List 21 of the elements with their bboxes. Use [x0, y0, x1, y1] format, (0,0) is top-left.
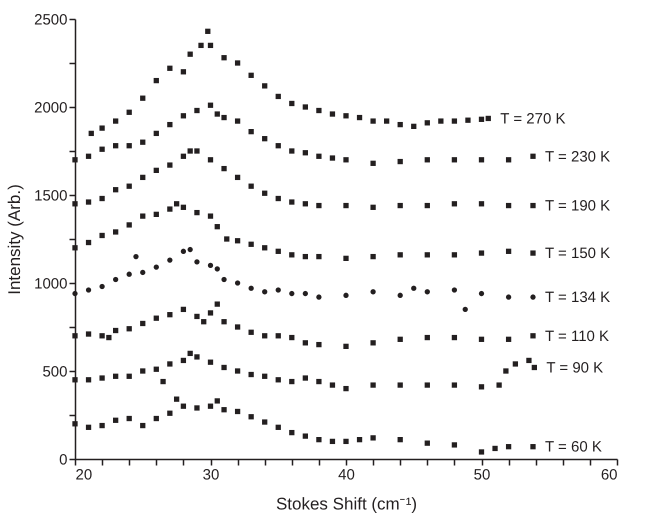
series-label: T = 110 K — [544, 328, 610, 345]
y-tick-label: 1500 — [34, 188, 68, 204]
y-tick-label: 1000 — [34, 276, 68, 292]
series-label: T = 134 K — [544, 289, 610, 306]
x-tick-label: 30 — [202, 466, 220, 484]
x-axis-title: Stokes Shift (cm⁻¹) — [276, 494, 418, 514]
series-label: T = 60 K — [544, 438, 602, 456]
x-tick-label: 20 — [76, 466, 92, 484]
series-label: T = 230 K — [544, 148, 610, 166]
series-label: T = 190 K — [544, 198, 610, 215]
x-tick-label: 40 — [338, 466, 355, 484]
y-tick-label: 2000 — [34, 100, 68, 116]
series-label: T = 90 K — [546, 359, 604, 376]
x-tick-label: 60 — [600, 466, 618, 484]
y-tick-label: 0 — [59, 452, 68, 468]
y-axis-title: Intensity (Arb.) — [5, 184, 24, 295]
y-tick-label: 2500 — [34, 12, 68, 28]
x-tick-label: 50 — [474, 466, 490, 484]
series-label: T = 150 K — [544, 245, 610, 262]
y-tick-label: 500 — [42, 364, 68, 380]
series-label: T = 270 K — [500, 110, 566, 128]
